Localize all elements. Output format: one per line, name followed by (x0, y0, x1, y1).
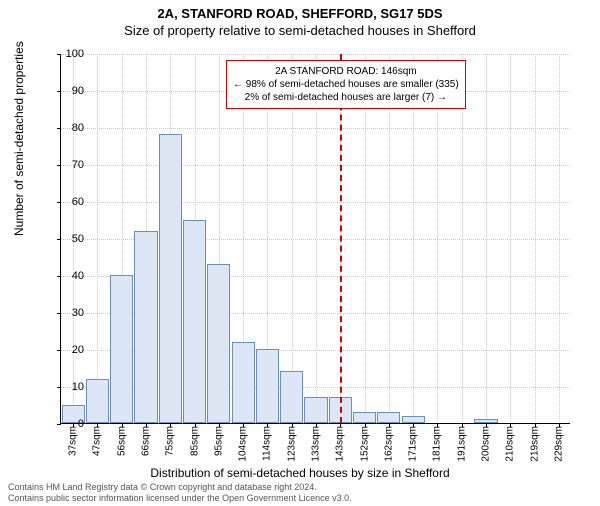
histogram-bar (232, 342, 255, 423)
gridline-v (97, 54, 98, 423)
xtick-label: 210sqm (505, 426, 516, 462)
histogram-bar (402, 416, 425, 423)
xtick-label: 95sqm (213, 426, 224, 456)
footer-attribution: Contains HM Land Registry data © Crown c… (8, 482, 352, 504)
plot-region: 37sqm47sqm56sqm66sqm75sqm85sqm95sqm104sq… (60, 54, 570, 424)
marker-line (340, 54, 342, 423)
xtick-label: 171sqm (408, 426, 419, 462)
histogram-bar (377, 412, 400, 423)
annotation-box: 2A STANFORD ROAD: 146sqm← 98% of semi-de… (226, 60, 466, 109)
ytick-label: 10 (54, 381, 84, 393)
histogram-bar (304, 397, 327, 423)
xtick-label: 191sqm (456, 426, 467, 462)
xtick-label: 133sqm (311, 426, 322, 462)
gridline-v (316, 54, 317, 423)
histogram-bar (183, 220, 206, 424)
annotation-line1: 2A STANFORD ROAD: 146sqm (233, 65, 459, 78)
xtick-label: 56sqm (116, 426, 127, 456)
ytick-label: 100 (54, 48, 84, 60)
xtick-label: 152sqm (359, 426, 370, 462)
histogram-bar (474, 419, 497, 423)
histogram-bar (159, 134, 182, 423)
footer-line1: Contains HM Land Registry data © Crown c… (8, 482, 352, 493)
xtick-label: 143sqm (335, 426, 346, 462)
xtick-label: 229sqm (553, 426, 564, 462)
ytick-label: 20 (54, 344, 84, 356)
xtick-label: 114sqm (262, 426, 273, 461)
xtick-label: 219sqm (529, 426, 540, 462)
xtick-label: 66sqm (141, 426, 152, 456)
page-title-line2: Size of property relative to semi-detach… (0, 23, 600, 38)
gridline-v (292, 54, 293, 423)
xtick-label: 181sqm (432, 426, 443, 462)
gridline-v (559, 54, 560, 423)
xtick-label: 47sqm (92, 426, 103, 456)
ytick-label: 30 (54, 307, 84, 319)
xtick-label: 104sqm (238, 426, 249, 462)
annotation-line2: ← 98% of semi-detached houses are smalle… (233, 78, 459, 91)
histogram-bar (110, 275, 133, 423)
ytick-label: 50 (54, 233, 84, 245)
histogram-bar (256, 349, 279, 423)
histogram-bar (280, 371, 303, 423)
annotation-line3: 2% of semi-detached houses are larger (7… (233, 91, 459, 104)
gridline-v (413, 54, 414, 423)
gridline-v (462, 54, 463, 423)
gridline-v (510, 54, 511, 423)
gridline-v (365, 54, 366, 423)
xtick-label: 37sqm (68, 426, 79, 456)
histogram-bar (134, 231, 157, 423)
xtick-label: 200sqm (481, 426, 492, 462)
xtick-label: 123sqm (286, 426, 297, 462)
ytick-label: 60 (54, 196, 84, 208)
ytick-label: 80 (54, 122, 84, 134)
xtick-label: 85sqm (189, 426, 200, 456)
x-axis-label: Distribution of semi-detached houses by … (0, 466, 600, 480)
xtick-label: 162sqm (383, 426, 394, 462)
gridline-v (437, 54, 438, 423)
ytick-label: 0 (54, 418, 84, 430)
footer-line2: Contains public sector information licen… (8, 493, 352, 504)
chart-area: 37sqm47sqm56sqm66sqm75sqm85sqm95sqm104sq… (60, 54, 570, 424)
gridline-v (389, 54, 390, 423)
ytick-label: 40 (54, 270, 84, 282)
histogram-bar (207, 264, 230, 423)
gridline-v (535, 54, 536, 423)
ytick-label: 90 (54, 85, 84, 97)
histogram-bar (86, 379, 109, 423)
page-title-line1: 2A, STANFORD ROAD, SHEFFORD, SG17 5DS (0, 6, 600, 21)
y-axis-label: Number of semi-detached properties (12, 41, 26, 236)
histogram-bar (353, 412, 376, 423)
ytick-label: 70 (54, 159, 84, 171)
xtick-label: 75sqm (165, 426, 176, 456)
gridline-v (486, 54, 487, 423)
